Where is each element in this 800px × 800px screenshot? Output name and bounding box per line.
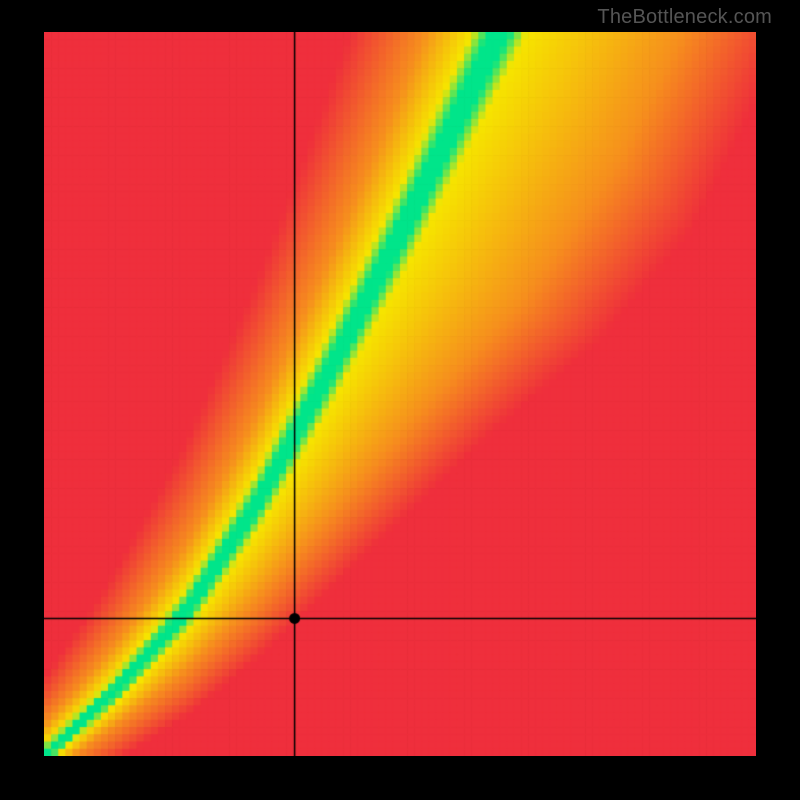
watermark-text: TheBottleneck.com	[597, 6, 772, 29]
bottleneck-heatmap	[44, 32, 756, 756]
chart-container: TheBottleneck.com	[0, 0, 800, 800]
